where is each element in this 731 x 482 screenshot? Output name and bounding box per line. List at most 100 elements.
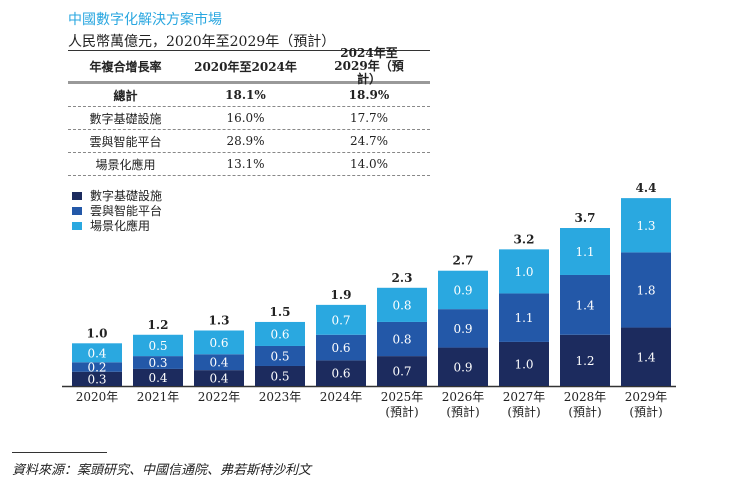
bar-segment xyxy=(133,334,183,357)
legend-item: 數字基礎設施 xyxy=(72,187,162,204)
bar-segment xyxy=(499,293,549,342)
cagr-2024-2029: 14.0% xyxy=(349,156,389,171)
header-cell: 年複合增長率 xyxy=(89,59,162,74)
bar-segment xyxy=(438,309,488,348)
cagr-table: 年複合增長率 2020年至2024年 2024年至2029年（預計） 總計 18.… xyxy=(68,45,430,176)
segment-label: 1.4 xyxy=(636,350,655,364)
total-label: 1.2 xyxy=(148,318,169,332)
header-cell: 2024年至2029年（預計） xyxy=(334,45,404,86)
segment-label: 0.7 xyxy=(392,365,411,379)
total-label: 1.5 xyxy=(270,305,291,319)
segment-label: 1.2 xyxy=(575,354,594,368)
segment-label: 1.0 xyxy=(514,265,533,279)
segment-label: 1.1 xyxy=(514,311,533,325)
bar-segment xyxy=(255,365,305,386)
legend-item: 場景化應用 xyxy=(72,217,150,234)
footnote-divider xyxy=(12,452,107,453)
x-tick-label: (預計) xyxy=(385,404,418,419)
total-label: 1.9 xyxy=(331,288,352,302)
segment-label: 0.4 xyxy=(87,346,106,360)
segment-label: 0.6 xyxy=(331,341,350,355)
total-label: 4.4 xyxy=(636,181,657,195)
total-label: 1.0 xyxy=(87,326,108,340)
bar-segment xyxy=(316,304,366,335)
total-label: 1.3 xyxy=(209,313,230,327)
bar-segment xyxy=(438,347,488,386)
bar-segment xyxy=(377,287,427,322)
x-tick-label: 2026年 xyxy=(442,390,485,404)
segment-label: 0.5 xyxy=(270,349,289,363)
bar-segment xyxy=(133,356,183,369)
segment-label: 1.1 xyxy=(575,245,594,259)
cagr-2020-2024: 13.1% xyxy=(226,157,265,171)
x-tick-label: 2024年 xyxy=(320,390,363,404)
bar-segment xyxy=(194,370,244,386)
table-row: 雲與智能平台 28.9% 24.7% xyxy=(68,130,430,153)
header-cell: 2020年至2024年 xyxy=(194,59,297,74)
segment-label: 1.8 xyxy=(636,283,655,297)
bar-segment xyxy=(377,321,427,357)
cagr-2024-2029: 24.7% xyxy=(349,133,389,148)
bar-segment xyxy=(621,198,671,253)
segment-label: 0.8 xyxy=(392,333,411,347)
legend-label: 場景化應用 xyxy=(90,219,151,233)
segment-label: 0.4 xyxy=(148,371,167,385)
x-tick-label: (預計) xyxy=(629,404,662,419)
total-label: 2.7 xyxy=(453,254,474,268)
bar-segment xyxy=(316,360,366,386)
x-tick-label: (預計) xyxy=(507,404,540,419)
bar-segment xyxy=(560,334,610,386)
segment-label: 0.5 xyxy=(148,339,167,353)
segment-label: 0.9 xyxy=(453,360,472,374)
legend-label: 雲與智能平台 xyxy=(90,204,163,218)
segment-label: 0.9 xyxy=(453,283,472,297)
segment-label: 0.9 xyxy=(453,322,472,336)
legend-item: 雲與智能平台 xyxy=(72,202,162,219)
cagr-2020-2024: 16.0% xyxy=(226,111,265,125)
segment-label: 1.3 xyxy=(636,219,655,233)
bar-segment xyxy=(560,274,610,335)
cagr-2024-2029: 17.7% xyxy=(349,110,389,125)
segment-label: 0.2 xyxy=(87,361,106,375)
bar-segment xyxy=(133,368,183,386)
bar-segment xyxy=(621,252,671,328)
segment-label: 0.4 xyxy=(209,372,228,386)
segment-label: 0.8 xyxy=(392,298,411,312)
legend-swatch xyxy=(72,191,82,200)
bar-segment xyxy=(255,321,305,346)
total-label: 3.7 xyxy=(575,211,596,225)
x-tick-label: 2028年 xyxy=(564,390,607,404)
bar-segment xyxy=(499,341,549,386)
x-tick-label: (預計) xyxy=(446,404,479,419)
bar-segment xyxy=(194,354,244,371)
x-tick-label: 2020年 xyxy=(76,390,119,404)
cagr-2020-2024: 18.1% xyxy=(225,88,266,102)
x-tick-label: 2021年 xyxy=(137,390,180,404)
bar-segment xyxy=(72,343,122,363)
x-tick-label: (預計) xyxy=(568,404,601,419)
segment-label: 0.6 xyxy=(270,327,289,341)
bar-segment xyxy=(255,345,305,366)
bar-segment xyxy=(194,330,244,355)
bar-segment xyxy=(560,228,610,275)
chart-title: 中國數字化解決方案市場 xyxy=(68,12,222,28)
x-tick-label: 2029年 xyxy=(625,390,668,404)
segment-label: 0.6 xyxy=(209,336,228,350)
segment-label: 0.6 xyxy=(331,367,350,381)
source-note: 資料來源：案頭研究、中國信通院、弗若斯特沙利文 xyxy=(12,463,312,478)
bar-segment xyxy=(72,371,122,386)
bar-segment xyxy=(499,249,549,294)
segment-label: 0.4 xyxy=(209,356,228,370)
table-row: 數字基礎設施 16.0% 17.7% xyxy=(68,107,430,130)
table-row: 場景化應用 13.1% 14.0% xyxy=(68,153,430,176)
chart-subtitle: 人民幣萬億元，2020年至2029年（預計） xyxy=(68,34,336,50)
cagr-2020-2024: 28.9% xyxy=(226,134,265,148)
segment-label: 0.7 xyxy=(331,313,350,327)
x-tick-label: 2025年 xyxy=(381,390,424,404)
row-label: 數字基礎設施 xyxy=(89,111,162,126)
x-tick-label: 2027年 xyxy=(503,390,546,404)
total-label: 3.2 xyxy=(514,232,535,246)
segment-label: 0.5 xyxy=(270,369,289,383)
segment-label: 1.4 xyxy=(575,298,594,312)
